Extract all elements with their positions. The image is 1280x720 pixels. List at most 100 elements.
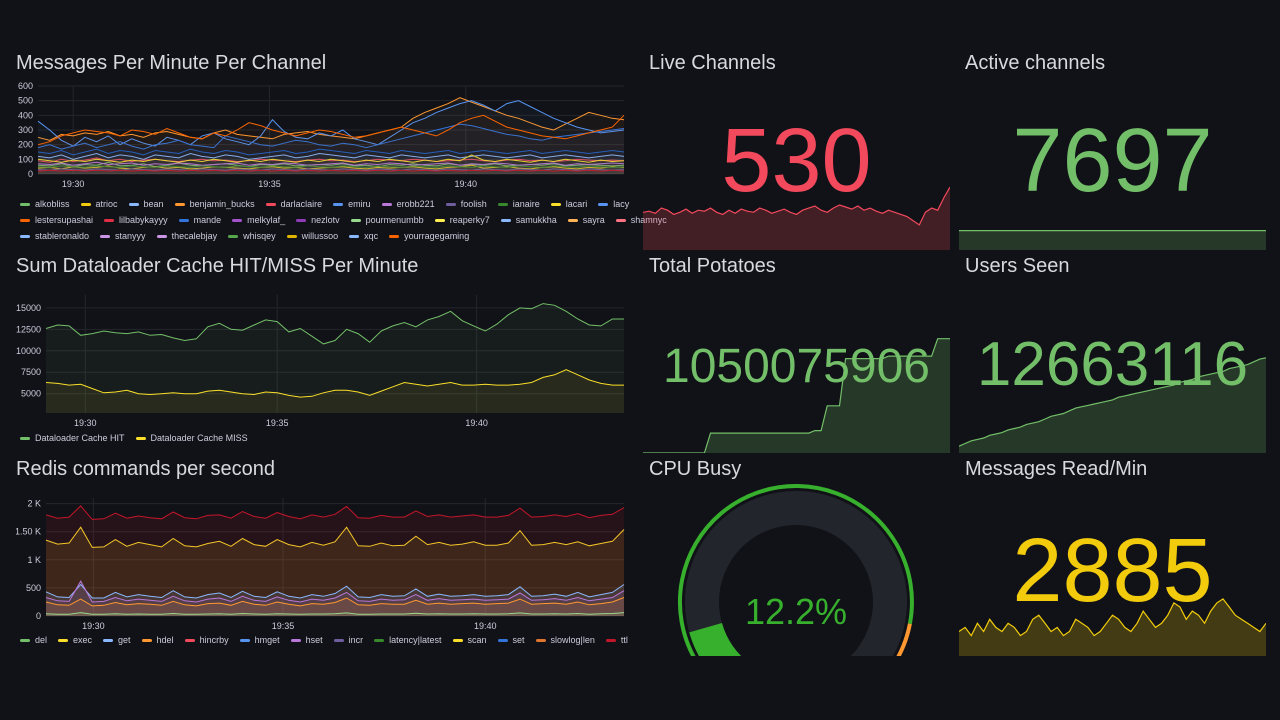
legend-item-ianaire[interactable]: ianaire [497, 199, 540, 209]
series-line-exec[interactable] [45, 526, 625, 548]
legend-swatch [20, 638, 30, 642]
legend-label: exec [73, 635, 93, 645]
x-tick-label: 19:35 [272, 621, 295, 631]
legend-item-mande[interactable]: mande [178, 215, 221, 225]
legend-item-benjamin-bucks[interactable]: benjamin_bucks [174, 199, 255, 209]
x-tick-label: 19:40 [465, 418, 488, 428]
legend-item-samukkha[interactable]: samukkha [500, 215, 557, 225]
series-line-erobb221[interactable] [37, 161, 625, 166]
y-tick-label: 12500 [16, 324, 41, 334]
legend-label: stanyyy [115, 231, 146, 241]
legend-swatch [128, 202, 139, 206]
legend-item-stableronaldo[interactable]: stableronaldo [20, 231, 89, 241]
legend-label: sayra [582, 215, 605, 225]
legend-item-lacari[interactable]: lacari [550, 199, 587, 209]
legend-item-hset[interactable]: hset [290, 635, 323, 645]
series-line-ianaire[interactable] [37, 165, 625, 168]
series-area-lestersupashai [38, 170, 624, 174]
series-line-mande[interactable] [37, 148, 625, 156]
legend-item-pourmenumbb[interactable]: pourmenumbb [350, 215, 424, 225]
legend-item-yourragegaming[interactable]: yourragegaming [389, 231, 469, 241]
total-potatoes-sparkline [643, 338, 950, 453]
legend-item-sayra[interactable]: sayra [567, 215, 605, 225]
legend-item-lacy[interactable]: lacy [598, 199, 629, 209]
series-line-get[interactable] [45, 583, 625, 599]
x-tick-label: 19:40 [474, 621, 497, 631]
legend-item-atrioc[interactable]: atrioc [80, 199, 118, 209]
legend-swatch [567, 218, 578, 222]
y-tick-label: 300 [18, 125, 33, 135]
legend-item-nezlotv[interactable]: nezlotv [296, 215, 340, 225]
y-tick-label: 100 [18, 154, 33, 164]
legend-item-incr[interactable]: incr [333, 635, 363, 645]
legend-item-hdel[interactable]: hdel [141, 635, 174, 645]
cache-chart[interactable]: 15000 12500 10000 7500 5000 19:30 19:35 19:40 [16, 291, 628, 431]
legend-item-scan[interactable]: scan [452, 635, 487, 645]
series-line-lestersupashai[interactable] [37, 169, 625, 172]
series-line-bean[interactable] [37, 152, 625, 160]
series-line-lacari[interactable] [37, 154, 625, 163]
panel-title[interactable]: Messages Read/Min [965, 458, 1148, 480]
panel-title[interactable]: Sum Dataloader Cache HIT/MISS Per Minute [16, 255, 419, 277]
legend-item-set[interactable]: set [497, 635, 525, 645]
series-line-scan[interactable] [45, 612, 625, 615]
legend-label: slowlog|len [550, 635, 595, 645]
legend-item-slowlog-len[interactable]: slowlog|len [535, 635, 595, 645]
series-line-hdel[interactable] [45, 597, 625, 607]
legend-item-thecalebjay[interactable]: thecalebjay [156, 231, 217, 241]
legend-item-hmget[interactable]: hmget [239, 635, 280, 645]
series-line-dataloader-cache-miss[interactable] [45, 369, 624, 398]
legend-item-alkobliss[interactable]: alkobliss [20, 199, 70, 209]
users-seen-sparkline [959, 357, 1266, 453]
legend-item-erobb221[interactable]: erobb221 [381, 199, 435, 209]
legend-item-whisqey[interactable]: whisqey [228, 231, 276, 241]
series-line-ttl[interactable] [45, 505, 625, 520]
y-tick-label: 0 [36, 611, 41, 621]
legend-item-hincrby[interactable]: hincrby [184, 635, 229, 645]
legend-item-lilbabykayyy[interactable]: lilbabykayyy [104, 215, 168, 225]
legend-item-melkylaf-[interactable]: melkylaf_ [232, 215, 285, 225]
legend-item-willussoo[interactable]: willussoo [286, 231, 338, 241]
panel-title[interactable]: Messages Per Minute Per Channel [16, 52, 327, 74]
cache-legend: Dataloader Cache HIT Dataloader Cache MIS… [20, 430, 259, 446]
legend-item-latency-latest[interactable]: latency|latest [374, 635, 442, 645]
panel-title[interactable]: Live Channels [649, 52, 776, 74]
legend-item-get[interactable]: get [103, 635, 131, 645]
messages-read-panel: Messages Read/Min 2885 [959, 458, 1266, 656]
legend-item-reaperky7[interactable]: reaperky7 [434, 215, 490, 225]
messages-chart[interactable]: 600 500 400 300 200 100 0 19:30 19:35 19:40 [16, 82, 628, 192]
y-tick-label: 1.50 K [16, 527, 41, 537]
legend-item-lestersupashai[interactable]: lestersupashai [20, 215, 93, 225]
legend-item-bean[interactable]: bean [128, 199, 164, 209]
panel-title[interactable]: Total Potatoes [649, 255, 776, 277]
legend-label: darlaclaire [280, 199, 323, 209]
legend-item-exec[interactable]: exec [58, 635, 92, 645]
legend-item-darlaclaire[interactable]: darlaclaire [265, 199, 323, 209]
series-line-emiru[interactable] [37, 100, 625, 147]
legend-swatch [445, 202, 456, 206]
series-line-incr[interactable] [45, 580, 625, 603]
panel-title[interactable]: Active channels [965, 52, 1106, 74]
sparkline-line [643, 338, 950, 453]
legend-item-shamnyc[interactable]: shamnyc [615, 215, 667, 225]
panel-title[interactable]: Users Seen [965, 255, 1070, 277]
legend-item-stanyyy[interactable]: stanyyy [100, 231, 146, 241]
legend-item-del[interactable]: del [20, 635, 47, 645]
legend-item-emiru[interactable]: emiru [333, 199, 371, 209]
legend-label: reaperky7 [449, 215, 490, 225]
series-area-emiru [38, 100, 624, 174]
legend-item-ttl[interactable]: ttl [605, 635, 628, 645]
legend-label: hset [305, 635, 323, 645]
panel-title[interactable]: Redis commands per second [16, 458, 276, 480]
redis-chart[interactable]: 2 K 1.50 K 1 K 500 0 19:30 19:35 19:40 [16, 494, 628, 634]
legend-item-dataloader-cache-hit[interactable]: Dataloader Cache HIT [20, 433, 125, 443]
legend-item-foolish[interactable]: foolish [445, 199, 487, 209]
legend-swatch [452, 638, 463, 642]
legend-item-dataloader-cache-miss[interactable]: Dataloader Cache MISS [135, 433, 248, 443]
panel-title[interactable]: CPU Busy [649, 458, 742, 480]
series-line-lacy[interactable] [37, 123, 625, 150]
series-line-dataloader-cache-hit[interactable] [45, 303, 624, 345]
active-channels-value: 7697 [1012, 111, 1213, 211]
series-line-yourragegaming[interactable] [37, 114, 625, 146]
legend-item-xqc[interactable]: xqc [349, 231, 378, 241]
